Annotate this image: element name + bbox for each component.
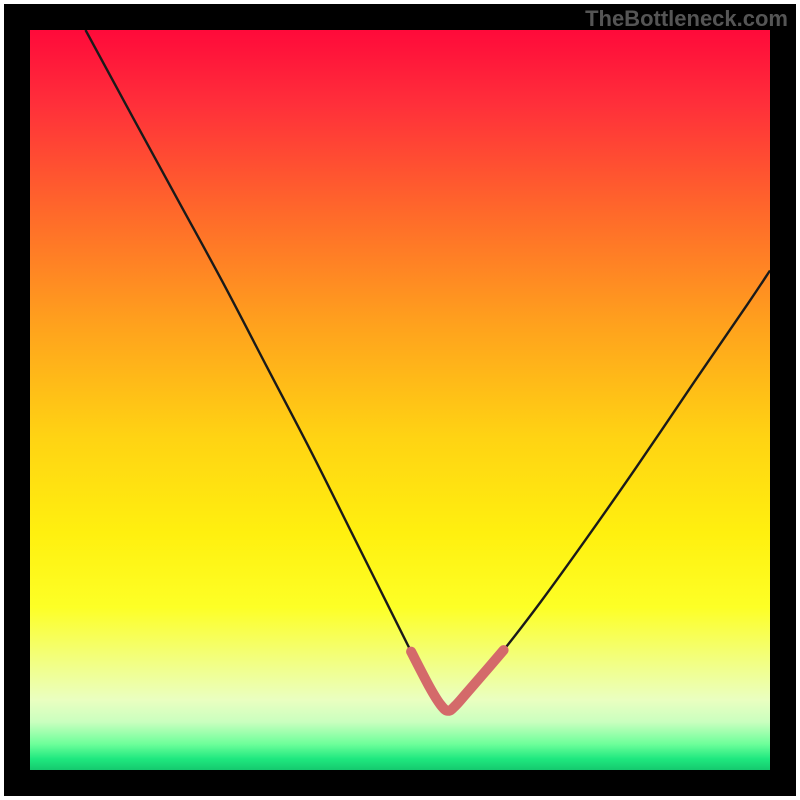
bottleneck-chart	[0, 0, 800, 800]
heatmap-gradient	[30, 30, 770, 770]
chart-container: TheBottleneck.com	[0, 0, 800, 800]
watermark-text: TheBottleneck.com	[585, 6, 788, 32]
